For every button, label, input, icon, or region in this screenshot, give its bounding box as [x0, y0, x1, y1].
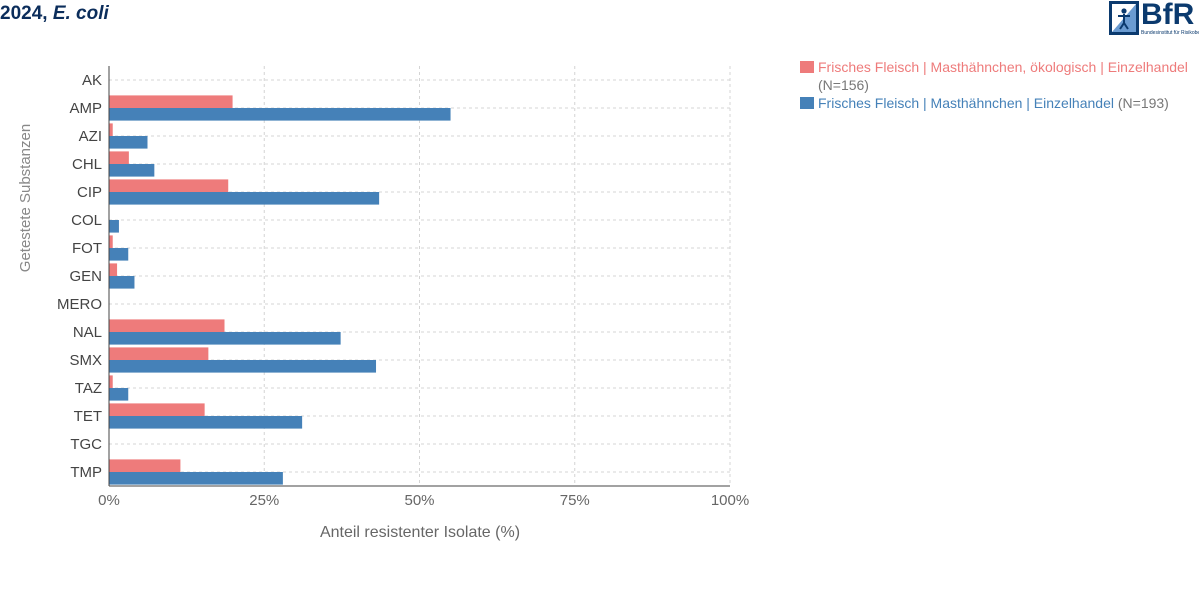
bfr-emblem-icon: [1109, 1, 1139, 35]
bar-series2[interactable]: [109, 416, 303, 429]
y-tick-label: AMP: [69, 100, 102, 117]
legend-item-series2[interactable]: Frisches Fleisch | Masthähnchen | Einzel…: [800, 94, 1200, 112]
axis-labels: Anteil resistenter Isolate (%) Getestete…: [17, 124, 520, 541]
title-species: E. coli: [52, 3, 109, 24]
axes: 0% 25% 50% 75% 100% AK AMP AZI CHL CIP COL FOT GEN ME…: [57, 66, 749, 509]
legend-swatch-series2: [800, 97, 814, 109]
logo-text: BfR: [1141, 0, 1195, 31]
bar-series2[interactable]: [109, 360, 377, 373]
x-tick-label: 50%: [404, 492, 434, 509]
bar-series1[interactable]: [109, 347, 209, 360]
y-tick-label: SMX: [69, 352, 102, 369]
y-tick-label: FOT: [72, 240, 102, 257]
y-tick-label: CIP: [77, 184, 102, 201]
y-tick-label: MERO: [57, 296, 102, 313]
bar-series2[interactable]: [109, 276, 135, 289]
bfr-logo: BfR Bundesinstitut für Risikobewertung: [1108, 0, 1200, 42]
y-axis-title: Getestete Substanzen: [17, 124, 34, 272]
bar-series1[interactable]: [109, 151, 129, 164]
bar-series1[interactable]: [109, 95, 233, 108]
x-tick-label: 75%: [560, 492, 590, 509]
chart-legend: Frisches Fleisch | Masthähnchen, ökologi…: [800, 58, 1200, 112]
bar-series2[interactable]: [109, 332, 341, 345]
y-tick-label: AZI: [79, 128, 102, 145]
bar-series1[interactable]: [109, 179, 229, 192]
legend-swatch-series1: [800, 61, 814, 73]
bar-series2[interactable]: [109, 472, 283, 485]
x-tick-label: 25%: [249, 492, 279, 509]
y-tick-label: TGC: [70, 436, 102, 453]
chart-title: 2024, E. coli: [0, 3, 109, 25]
bar-series1[interactable]: [109, 123, 113, 136]
title-year: 2024,: [0, 3, 48, 24]
bar-series2[interactable]: [109, 220, 119, 233]
legend-label-series2: Frisches Fleisch | Masthähnchen | Einzel…: [818, 95, 1114, 111]
y-tick-label: CHL: [72, 156, 102, 173]
y-tick-label: NAL: [73, 324, 102, 341]
bar-series2[interactable]: [109, 136, 148, 149]
bar-series2[interactable]: [109, 388, 129, 401]
legend-n-series1: (N=156): [818, 77, 869, 93]
bar-group: [109, 95, 451, 485]
bar-series1[interactable]: [109, 319, 225, 332]
legend-item-series1[interactable]: Frisches Fleisch | Masthähnchen, ökologi…: [800, 58, 1200, 94]
bar-series2[interactable]: [109, 248, 129, 261]
y-tick-label: GEN: [69, 268, 102, 285]
y-tick-label: AK: [82, 72, 102, 89]
y-tick-label: TET: [74, 408, 102, 425]
y-tick-label: TMP: [70, 464, 102, 481]
legend-label-series1: Frisches Fleisch | Masthähnchen, ökologi…: [818, 59, 1188, 75]
bar-series2[interactable]: [109, 164, 155, 177]
y-tick-label: TAZ: [75, 380, 102, 397]
bar-series1[interactable]: [109, 403, 205, 416]
bar-series1[interactable]: [109, 459, 181, 472]
logo-subtitle: Bundesinstitut für Risikobewertung: [1141, 30, 1199, 36]
bar-series2[interactable]: [109, 192, 380, 205]
bar-series1[interactable]: [109, 375, 113, 388]
x-tick-label: 0%: [98, 492, 120, 509]
y-tick-label: COL: [71, 212, 102, 229]
bar-series1[interactable]: [109, 235, 113, 248]
x-tick-label: 100%: [711, 492, 749, 509]
x-axis-title: Anteil resistenter Isolate (%): [320, 524, 520, 541]
bar-series1[interactable]: [109, 263, 118, 276]
bar-series2[interactable]: [109, 108, 451, 121]
legend-n-series2: (N=193): [1117, 95, 1169, 111]
